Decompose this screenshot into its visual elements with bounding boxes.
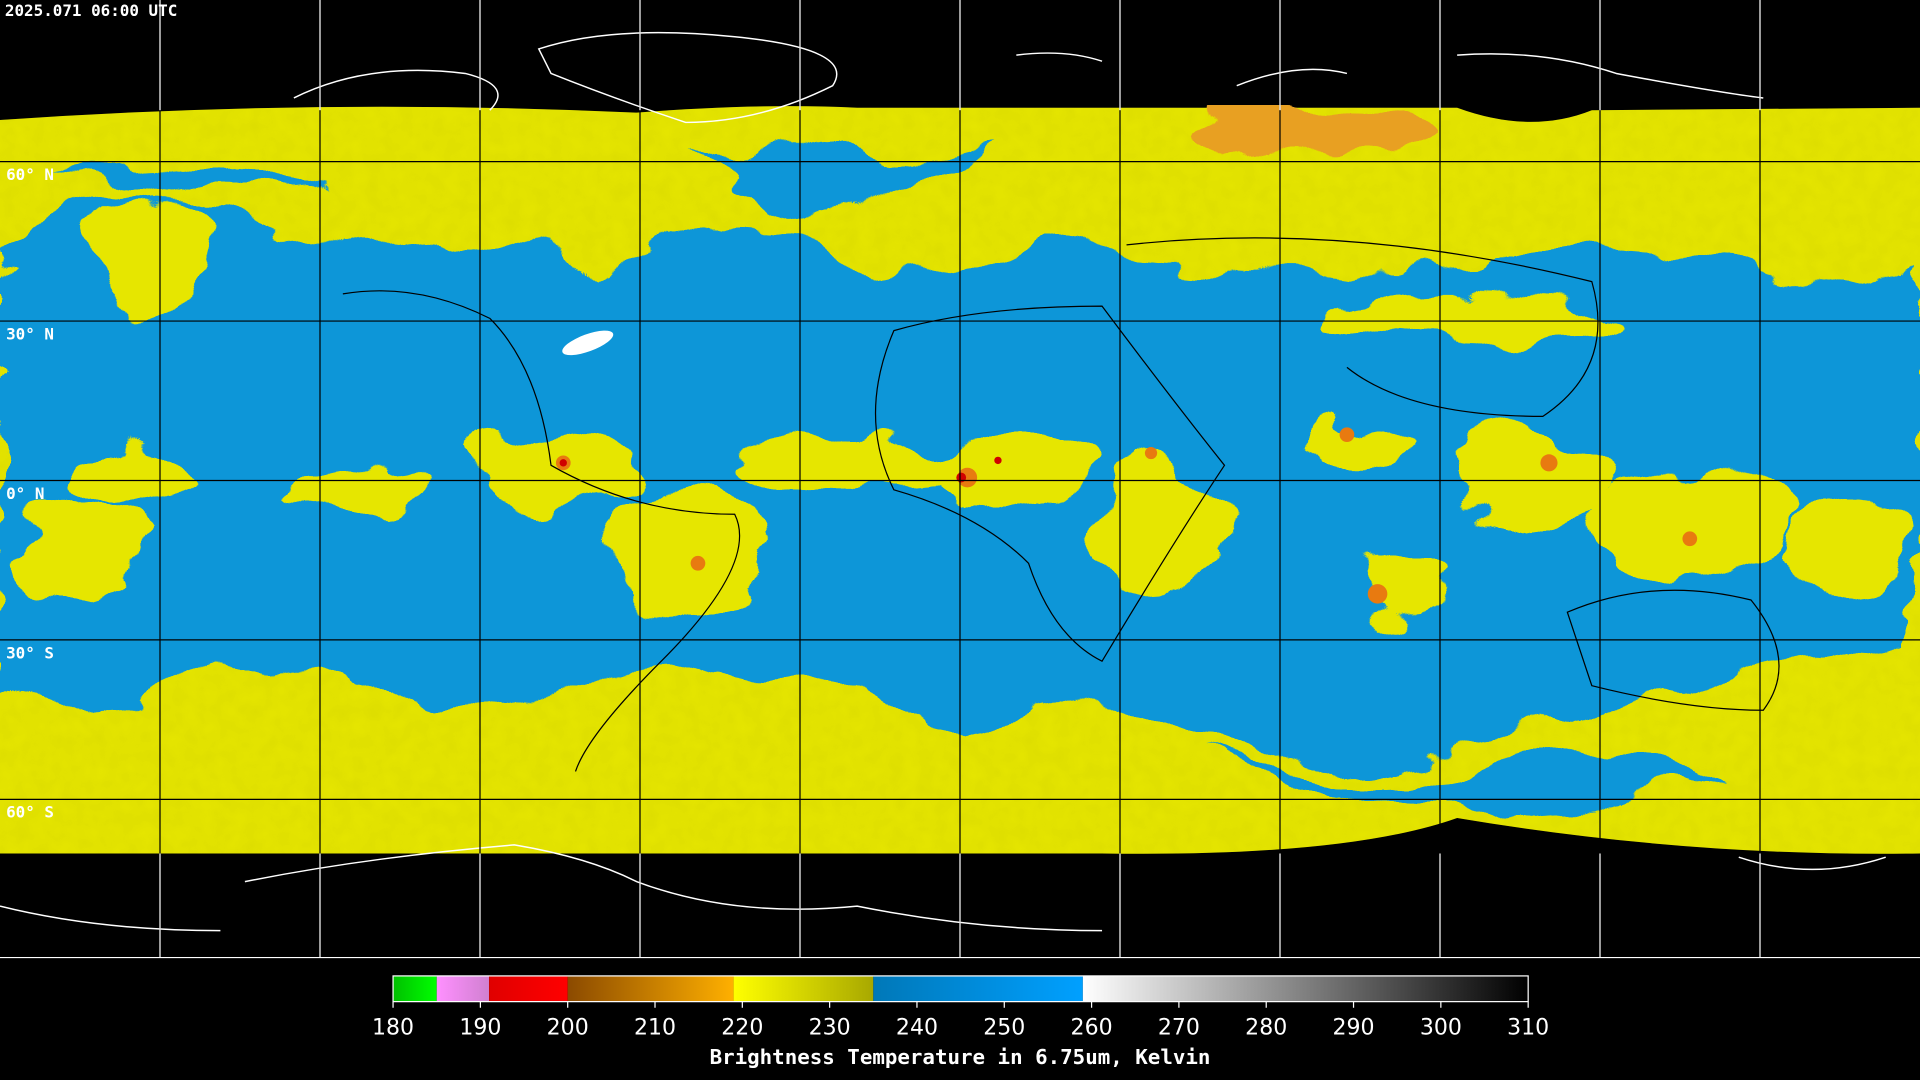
colorbar-segment [567,975,734,1002]
colorbar-tick-label: 230 [809,1016,851,1041]
timestamp: 2025.071 06:00 UTC [5,1,177,20]
latitude-label: 30° N [6,324,54,343]
colorbar-segment [436,975,490,1002]
colorbar-label: Brightness Temperature in 6.75um, Kelvin [710,1045,1211,1069]
colorbar-tick-label: 180 [372,1016,414,1041]
colorbar-tick-label: 300 [1420,1016,1462,1041]
colorbar-segment [873,975,1083,1002]
warm-region [1200,107,1445,162]
colorbar-tick-label: 260 [1071,1016,1113,1041]
colorbar-tick-label: 210 [634,1016,676,1041]
colorbar-tick-label: 220 [721,1016,763,1041]
graticule [0,0,1920,959]
colorbar-segment [733,975,874,1002]
convective-cores [555,427,1698,604]
coastlines [0,31,1886,932]
colorbar-segment [489,975,568,1002]
colorbar-tick-label: 280 [1245,1016,1287,1041]
latitude-label: 60° S [6,803,54,822]
colorbar-segment [1082,975,1529,1002]
latitude-label: 60° N [6,165,54,184]
colorbar-tick-label: 310 [1507,1016,1549,1041]
colorbar: 180 190 200 210 220 230 240 250 260 270 280 290 300 3… [372,975,1549,1041]
colorbar-tick-label: 290 [1333,1016,1375,1041]
latitude-labels: 60° N 30° N 0° N 30° S 60° S [6,165,54,822]
latitude-label: 0° N [6,484,44,503]
colorbar-tick-label: 240 [896,1016,938,1041]
colorbar-tick-label: 270 [1158,1016,1200,1041]
colorbar-tick-label: 250 [983,1016,1025,1041]
colorbar-frame [392,975,1529,1003]
colorbar-segment [393,975,437,1002]
colorbar-tick-label: 200 [547,1016,589,1041]
dry-spot [562,330,614,356]
tropical-clouds [12,202,1911,625]
latitude-label: 30° S [6,643,54,662]
colorbar-tick-label: 190 [459,1016,501,1041]
